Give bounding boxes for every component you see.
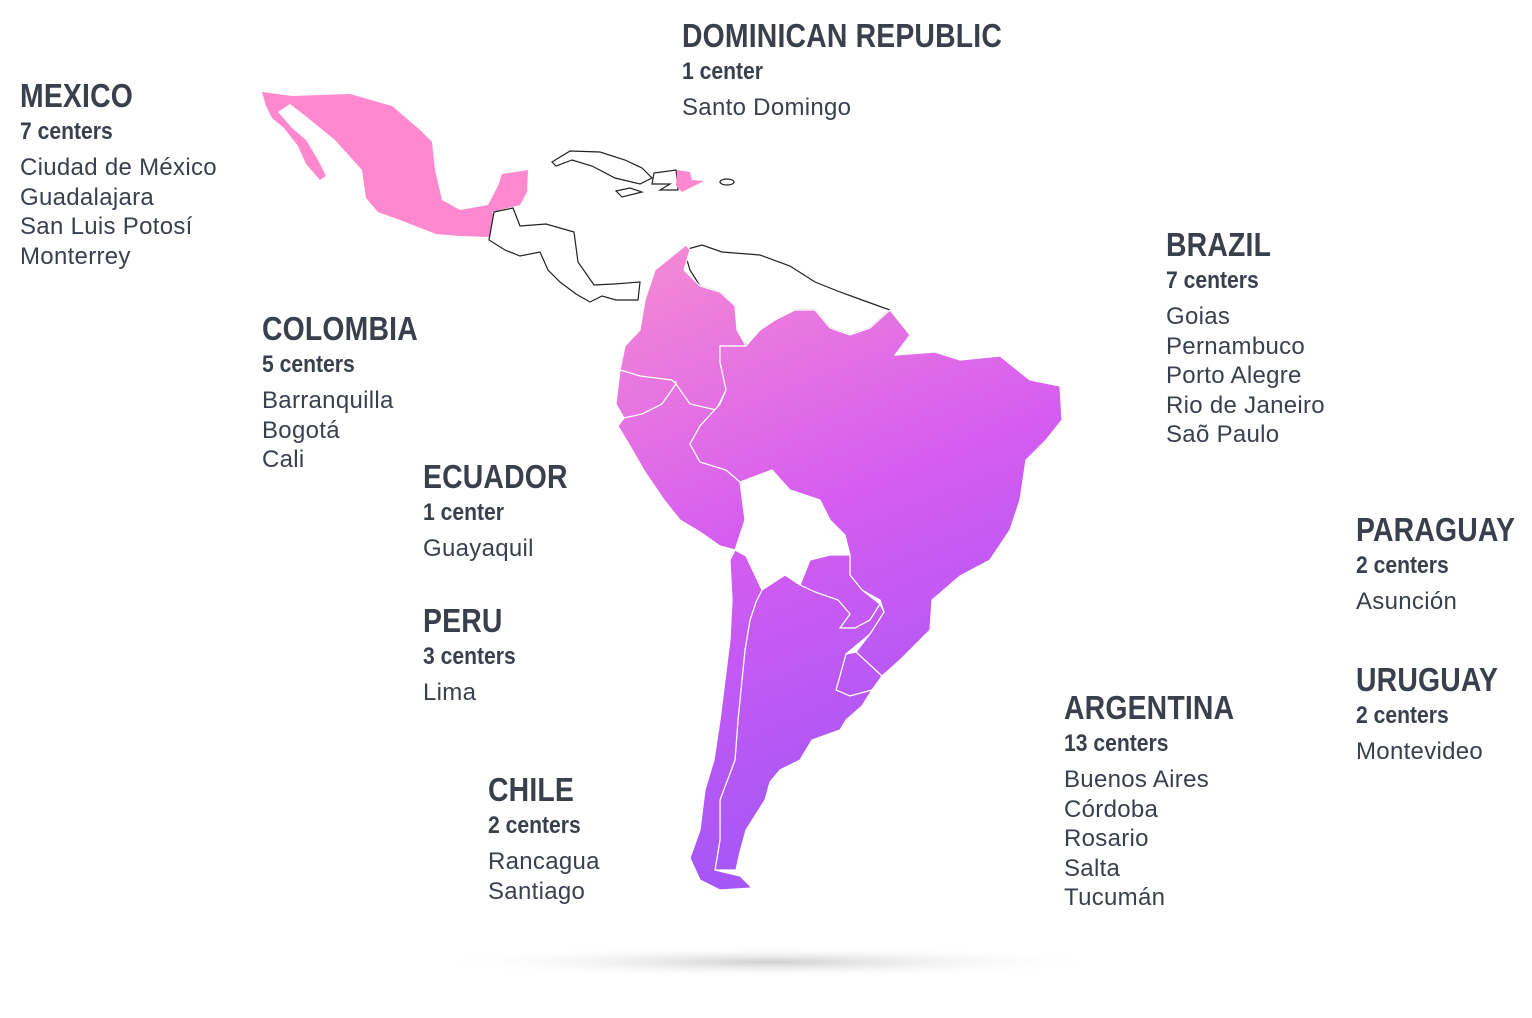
center-count: 7 centers bbox=[20, 118, 113, 145]
country-name: PERU bbox=[423, 602, 503, 639]
city-name: Monterrey bbox=[20, 242, 131, 270]
city-name: Tucumán bbox=[1064, 884, 1166, 911]
city-name: Guayaquil bbox=[423, 535, 534, 562]
center-count: 5 centers bbox=[262, 351, 355, 378]
city-name: Goias bbox=[1166, 303, 1231, 330]
region-colombia: COLOMBIA 5 centers Barranquilla Bogotá Cali bbox=[262, 310, 443, 475]
country-name: ECUADOR bbox=[423, 458, 568, 495]
center-count: 2 centers bbox=[1356, 702, 1449, 729]
region-ecuador: ECUADOR 1 center Guayaquil bbox=[423, 458, 591, 564]
city-name: Montevideo bbox=[1356, 738, 1484, 765]
city-name: Cali bbox=[262, 446, 305, 473]
city-name: Córdoba bbox=[1064, 795, 1159, 823]
city-name: Porto Alegre bbox=[1166, 362, 1302, 389]
city-name: Rio de Janeiro bbox=[1166, 391, 1325, 419]
country-puerto-rico bbox=[719, 178, 735, 186]
city-name: Barranquilla bbox=[262, 387, 394, 414]
region-uruguay: URUGUAY 2 centers Montevideo bbox=[1356, 661, 1521, 767]
country-name: DOMINICAN REPUBLIC bbox=[682, 17, 1003, 54]
country-name: URUGUAY bbox=[1356, 661, 1499, 698]
region-mexico: MEXICO 7 centers Ciudad de México Guadalaja… bbox=[20, 77, 217, 271]
country-name: ARGENTINA bbox=[1064, 689, 1235, 726]
country-name: CHILE bbox=[488, 771, 574, 808]
center-count: 1 center bbox=[423, 499, 505, 526]
city-name: Saõ Paulo bbox=[1166, 421, 1280, 448]
country-dominican-republic bbox=[676, 170, 704, 192]
city-name: San Luis Potosí bbox=[20, 213, 193, 240]
city-name: Bogotá bbox=[262, 416, 340, 444]
city-name: Buenos Aires bbox=[1064, 766, 1210, 793]
city-name: Lima bbox=[423, 679, 477, 706]
country-cuba bbox=[551, 150, 654, 185]
region-peru: PERU 3 centers Lima bbox=[423, 602, 528, 708]
center-count: 1 center bbox=[682, 58, 764, 85]
country-central-america bbox=[488, 207, 641, 303]
country-name: PARAGUAY bbox=[1356, 511, 1516, 548]
center-count: 2 centers bbox=[1356, 552, 1449, 579]
city-name: Santo Domingo bbox=[682, 94, 852, 121]
city-name: Guadalajara bbox=[20, 183, 155, 211]
city-name: Rosario bbox=[1064, 825, 1149, 852]
country-colombia bbox=[619, 244, 748, 411]
region-brazil: BRAZIL 7 centers Goias Pernambuco Porto Aleg… bbox=[1166, 226, 1325, 450]
city-name: Pernambuco bbox=[1166, 332, 1306, 360]
city-name: Santiago bbox=[488, 877, 586, 905]
region-chile: CHILE 2 centers Rancagua Santiago bbox=[488, 771, 600, 906]
city-name: Rancagua bbox=[488, 848, 600, 875]
map-shadow bbox=[430, 946, 1110, 978]
center-count: 7 centers bbox=[1166, 267, 1259, 294]
center-count: 2 centers bbox=[488, 812, 581, 839]
center-count: 3 centers bbox=[423, 643, 516, 670]
country-brazil bbox=[689, 309, 1063, 677]
country-name: BRAZIL bbox=[1166, 226, 1272, 263]
center-count: 13 centers bbox=[1064, 730, 1169, 757]
region-argentina: ARGENTINA 13 centers Buenos Aires Córdoba Ro… bbox=[1064, 689, 1262, 913]
city-name: Salta bbox=[1064, 854, 1121, 882]
city-name: Ciudad de México bbox=[20, 154, 217, 181]
city-name: Asunción bbox=[1356, 588, 1458, 615]
country-haiti bbox=[651, 169, 679, 191]
country-jamaica bbox=[614, 187, 645, 198]
country-mexico bbox=[262, 92, 528, 237]
region-dominican-republic: DOMINICAN REPUBLIC 1 center Santo Domingo bbox=[682, 17, 1054, 123]
region-paraguay: PARAGUAY 2 centers Asunción bbox=[1356, 511, 1532, 617]
country-chile bbox=[689, 549, 763, 891]
country-name: MEXICO bbox=[20, 77, 133, 114]
country-name: COLOMBIA bbox=[262, 310, 418, 347]
